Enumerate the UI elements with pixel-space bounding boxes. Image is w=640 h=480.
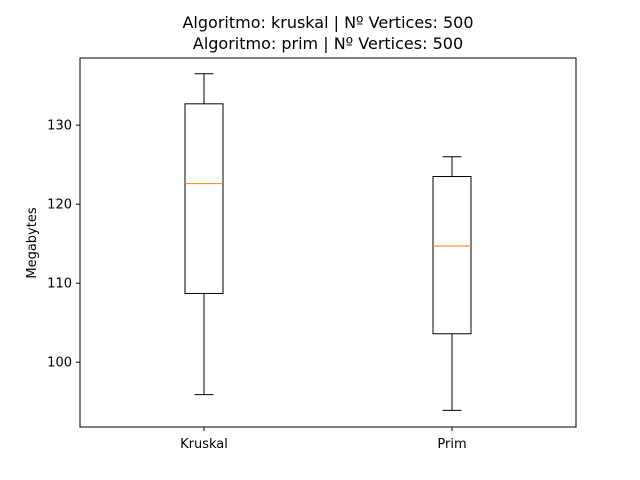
y-tick-label: 110: [47, 277, 72, 292]
x-tick-label: Prim: [437, 437, 466, 452]
x-tick-label: Kruskal: [180, 437, 228, 452]
box-iqr: [184, 103, 224, 294]
chart-title-line-2: Algoritmo: prim | Nº Vertices: 500: [193, 34, 463, 53]
chart-title-line-1: Algoritmo: kruskal | Nº Vertices: 500: [182, 13, 473, 32]
plot-area: 100 110 120 130 Kruskal Prim: [47, 73, 472, 452]
axes-frame: [79, 57, 577, 428]
y-axis-label: Megabytes: [25, 207, 40, 278]
y-tick-label: 130: [47, 119, 72, 134]
y-tick-label: 100: [47, 356, 72, 371]
box-iqr: [432, 176, 472, 335]
y-tick-label: 120: [47, 198, 72, 213]
